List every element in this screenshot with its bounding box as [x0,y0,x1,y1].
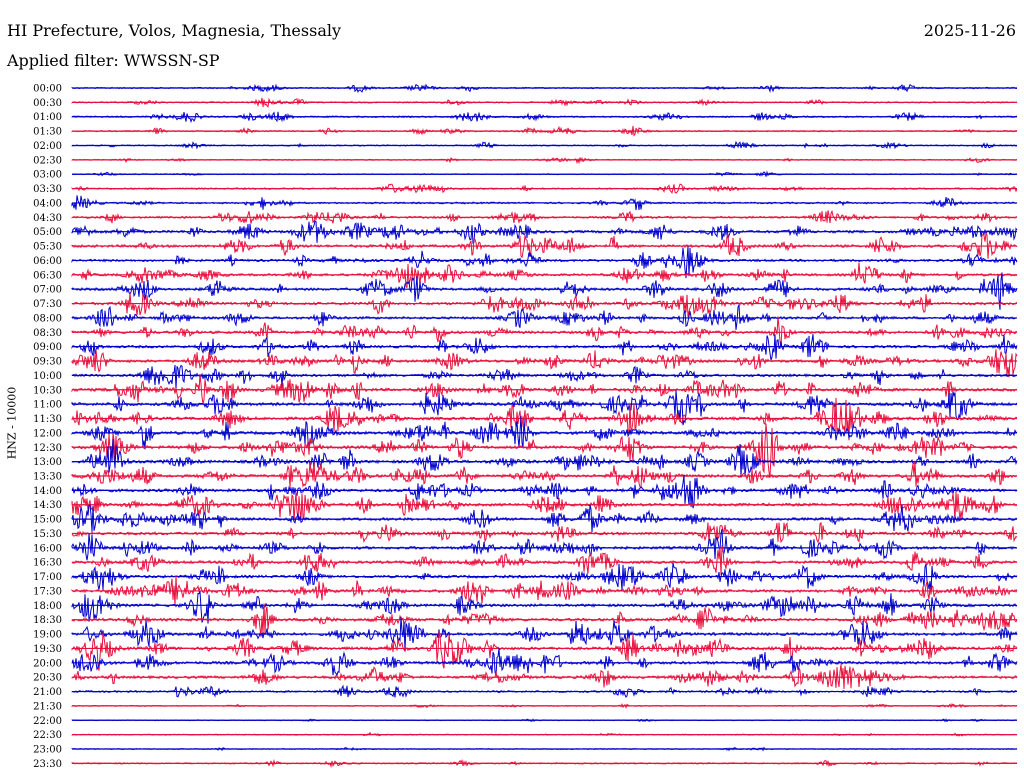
row-time-label: 01:30 [33,127,62,138]
row-time-label: 09:30 [33,357,62,368]
row-time-label: 04:30 [33,213,62,224]
row-time-label: 07:30 [33,299,62,310]
seismic-trace [71,397,1018,441]
row-time-label: 17:30 [33,586,62,597]
row-time-label: 04:00 [33,198,62,209]
trace-group [71,83,1018,769]
row-time-label: 14:30 [33,500,62,511]
row-time-label: 00:00 [33,84,62,95]
seismic-trace [71,504,1018,533]
station-title: HI Prefecture, Volos, Magnesia, Thessaly [7,21,342,40]
row-time-label: 21:00 [33,687,62,698]
row-time-label: 13:00 [33,457,62,468]
row-time-label: 07:00 [33,285,62,296]
row-time-label: 20:00 [33,658,62,669]
seismic-trace [71,304,1018,330]
date-label: 2025-11-26 [923,21,1016,40]
row-time-label: 02:00 [33,141,62,152]
row-time-label: 21:30 [33,701,62,712]
row-time-label: 08:30 [33,328,62,339]
row-time-label: 19:00 [33,630,62,641]
row-time-label: 06:00 [33,256,62,267]
row-time-label: 03:00 [33,170,62,181]
row-time-label: 20:30 [33,673,62,684]
row-time-label: 22:30 [33,730,62,741]
seismic-trace [71,631,1018,671]
row-time-label: 03:30 [33,184,62,195]
row-time-label: 12:00 [33,428,62,439]
seismic-trace [71,562,1018,593]
row-time-label: 13:30 [33,471,62,482]
row-time-label: 18:30 [33,615,62,626]
seismic-trace [71,262,1018,288]
row-time-label: 05:00 [33,227,62,238]
row-time-label: 06:30 [33,270,62,281]
row-time-label: 16:00 [33,543,62,554]
row-time-label: 05:30 [33,242,62,253]
row-time-label: 10:30 [33,385,62,396]
row-time-label: 14:00 [33,486,62,497]
seismic-trace [71,423,1018,478]
row-time-label: 11:30 [33,414,62,425]
row-time-label: 11:00 [33,400,62,411]
seismic-trace [71,460,1018,489]
row-label-group: 00:00 00:30 01:00 01:30 02:00 02:30 03:00 03:30… [33,84,62,770]
seismic-trace [71,231,1018,259]
seismic-trace [71,528,1018,561]
row-time-label: 02:30 [33,155,62,166]
row-time-label: 08:00 [33,313,62,324]
filter-label: Applied filter: WWSSN-SP [7,51,220,70]
row-time-label: 18:00 [33,601,62,612]
row-time-label: 15:00 [33,515,62,526]
row-time-label: 22:00 [33,716,62,727]
row-time-label: 09:00 [33,342,62,353]
row-time-label: 17:00 [33,572,62,583]
seismic-trace [71,245,1018,279]
row-time-label: 15:30 [33,529,62,540]
row-time-label: 16:30 [33,558,62,569]
seismic-trace [71,491,1018,522]
row-time-label: 23:30 [33,759,62,770]
seismic-trace [71,292,1018,317]
row-time-label: 19:30 [33,644,62,655]
seismic-trace [71,616,1018,652]
row-time-label: 00:30 [33,98,62,109]
seismic-trace [71,648,1018,677]
row-time-label: 23:00 [33,745,62,756]
seismic-trace [71,364,1018,390]
row-time-label: 10:00 [33,371,62,382]
row-time-label: 01:00 [33,112,62,123]
row-time-label: 12:30 [33,443,62,454]
